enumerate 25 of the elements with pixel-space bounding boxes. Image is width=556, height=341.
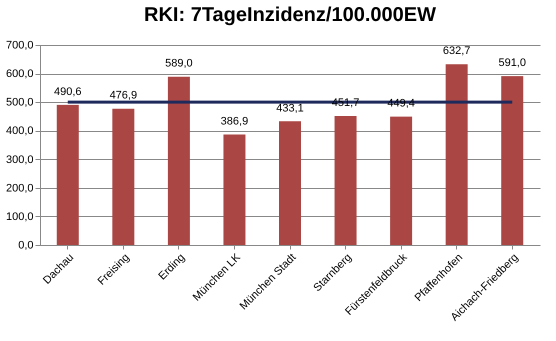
y-tick-label: 300,0 (6, 154, 34, 166)
y-tick-label: 200,0 (6, 182, 34, 194)
y-tick-label: 400,0 (6, 125, 34, 138)
bar (279, 121, 301, 245)
y-tick-label: 500,0 (6, 96, 34, 109)
bar (112, 108, 134, 245)
bar (168, 76, 190, 245)
data-label: 433,1 (276, 102, 304, 114)
bar (56, 104, 79, 245)
y-tick-label: 0,0 (18, 240, 34, 252)
data-label: 591,0 (498, 57, 526, 70)
bar (501, 76, 524, 245)
data-label: 490,6 (54, 86, 82, 98)
bar (334, 116, 357, 245)
data-label: 632,7 (442, 45, 470, 58)
y-tick-label: 700,0 (6, 40, 34, 52)
bar (390, 116, 412, 245)
bar (223, 134, 246, 245)
bar (446, 64, 468, 245)
y-tick-label: 100,0 (6, 210, 34, 223)
chart-title: RKI: 7TageInzidenz/100.000EW (144, 4, 436, 26)
data-label: 386,9 (220, 115, 248, 128)
y-tick-label: 600,0 (6, 68, 34, 80)
data-label: 589,0 (165, 58, 193, 70)
data-label: 476,9 (110, 90, 138, 102)
